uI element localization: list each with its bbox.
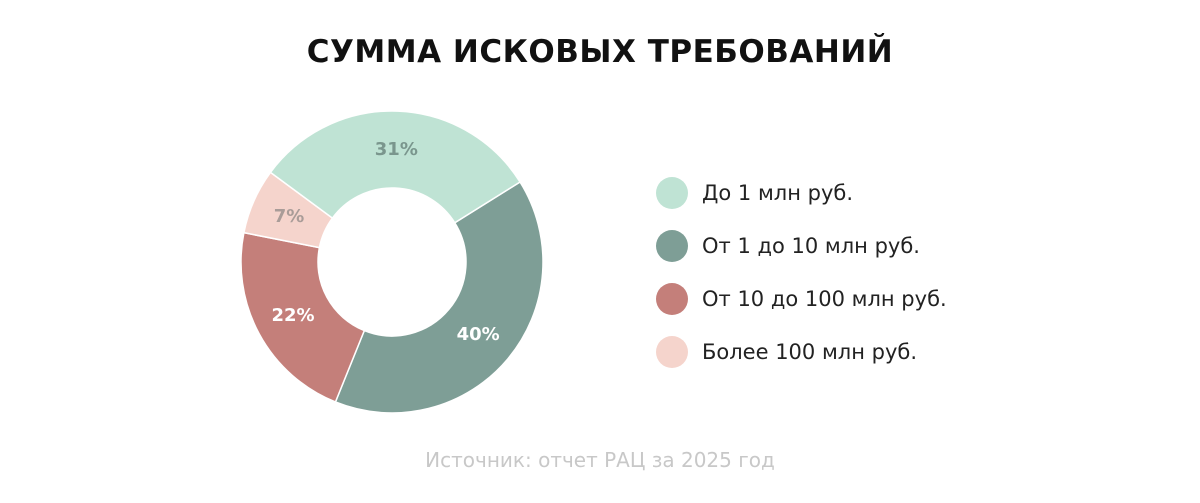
legend-swatch	[656, 335, 688, 368]
legend-item-2: От 1 до 10 млн руб.	[656, 219, 947, 272]
slice-value-label-4: 7%	[274, 206, 305, 227]
chart-title: СУММА ИСКОВЫХ ТРЕБОВАНИЙ	[306, 34, 894, 70]
donut-chart: 40% 22% 7% 31%	[240, 110, 544, 414]
legend-label: От 1 до 10 млн руб.	[702, 233, 920, 258]
legend-label: От 10 до 100 млн руб.	[702, 286, 947, 311]
slice-value-label-3: 22%	[271, 305, 314, 326]
donut-slice-1	[269, 110, 522, 224]
slice-value-label-2: 40%	[457, 324, 500, 345]
legend-swatch	[656, 282, 688, 315]
legend-label: Более 100 млн руб.	[702, 339, 918, 364]
legend-label: До 1 млн руб.	[702, 180, 854, 205]
source-note: Источник: отчет РАЦ за 2025 год	[425, 448, 775, 472]
legend-item-1: До 1 млн руб.	[656, 166, 947, 219]
legend-item-4: Более 100 млн руб.	[656, 325, 947, 378]
legend-swatch	[656, 176, 688, 209]
legend-swatch	[656, 229, 688, 262]
donut-slice-3	[240, 231, 366, 403]
slice-value-label-1: 31%	[375, 139, 418, 160]
donut-slice-2	[334, 180, 544, 414]
legend-item-3: От 10 до 100 млн руб.	[656, 272, 947, 325]
legend: До 1 млн руб. От 1 до 10 млн руб. От 10 …	[656, 166, 947, 378]
